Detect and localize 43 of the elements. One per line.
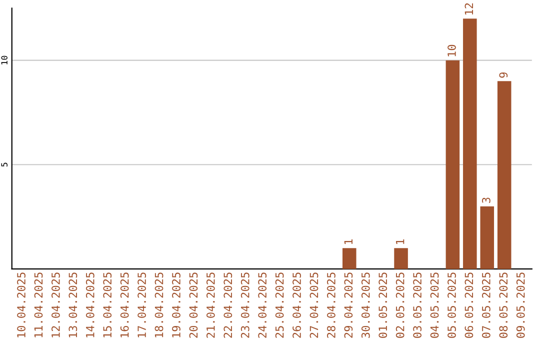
x-tick-label: 12.04.2025 (52, 272, 60, 338)
data-label: 12 (464, 3, 474, 14)
x-tick-label: 01.05.2025 (378, 272, 388, 338)
data-label: 10 (448, 44, 456, 56)
x-tick-label: 16.04.2025 (120, 272, 129, 338)
x-tick-label: 15.04.2025 (103, 272, 112, 338)
data-label: 9 (499, 72, 508, 78)
x-tick-label: 03.05.2025 (413, 272, 422, 338)
x-tick-label: 09.05.2025 (516, 272, 525, 338)
x-tick-label: 07.05.2025 (482, 272, 490, 338)
x-tick-label: 30.04.2025 (361, 272, 370, 338)
x-tick-label: 21.04.2025 (206, 272, 215, 338)
x-tick-label: 10.04.2025 (17, 272, 26, 338)
data-label: 1 (344, 239, 352, 244)
x-tick-label: 11.04.2025 (34, 272, 43, 338)
x-tick-label: 27.04.2025 (310, 272, 318, 338)
x-tick-label: 29.04.2025 (344, 272, 353, 338)
x-tick-label: 23.04.2025 (240, 272, 250, 338)
x-tick-label: 19.04.2025 (172, 272, 180, 338)
bar (463, 18, 477, 269)
x-tick-label: 28.04.2025 (327, 272, 336, 338)
bar (497, 81, 512, 269)
x-tick-label: 05.05.2025 (448, 272, 456, 338)
x-tick-label: 26.04.2025 (292, 272, 301, 338)
x-tick-label: 17.04.2025 (138, 272, 146, 338)
x-tick-label: 14.04.2025 (86, 272, 94, 338)
x-tick-label: 04.05.2025 (430, 272, 439, 338)
x-tick-label: 02.05.2025 (396, 272, 404, 338)
data-label: 1 (396, 239, 404, 244)
data-label: 3 (482, 198, 490, 203)
x-tick-label: 06.05.2025 (464, 272, 474, 338)
bar (342, 248, 356, 269)
x-tick-label: 20.04.2025 (189, 272, 198, 338)
x-tick-label: 25.04.2025 (275, 272, 284, 338)
bar (480, 206, 494, 269)
y-tick-label: 5 (1, 162, 8, 167)
x-tick-label: 13.04.2025 (68, 272, 78, 338)
x-tick-label: 18.04.2025 (154, 272, 164, 338)
x-tick-label: 22.04.2025 (224, 272, 232, 338)
x-tick-label: 08.05.2025 (499, 272, 508, 338)
x-tick-label: 24.04.2025 (258, 272, 267, 338)
bar (446, 60, 460, 269)
bar (394, 248, 408, 269)
